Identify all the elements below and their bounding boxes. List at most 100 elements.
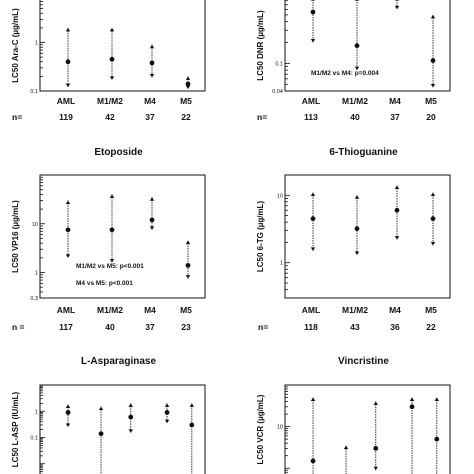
y-axis-label: LC50 DNR (µg/mL) [256,10,265,81]
chart-panel-2: 0.1 0.04 LC50 DNR (µg/mL) AML M1/M2 M4 M5 n= 113… [256,0,451,122]
range-low-marker [149,226,155,230]
data-point-group [65,404,71,428]
data-point-group [149,197,155,230]
range-high-marker [373,401,378,406]
n-count-label: 43 [350,322,360,332]
annotation: M4 vs M5: p<0.001 [76,280,133,287]
range-high-marker [128,403,133,407]
range-high-marker [310,0,316,1]
category-label: M5 [180,96,192,106]
median-point [354,226,360,232]
median-point [394,207,400,213]
median-point [185,81,191,87]
chart-panel-6: 10 LC50 VCR (µg/mL) Vincristine [256,356,451,474]
n-count-label: 42 [105,112,115,122]
y-axis-label: LC50 VP16 (µg/mL) [11,200,20,273]
range-high-marker [164,403,170,407]
category-label: M1/M2 [342,96,368,106]
data-point-group [343,445,349,474]
range-low-marker [109,259,115,263]
range-high-marker [109,27,115,32]
range-low-marker [164,419,170,424]
range-low-marker [65,254,71,258]
y-tick-label: 10 [277,425,283,431]
data-point-group [354,0,360,71]
n-count-label: 37 [145,112,155,122]
data-point-group [128,403,134,433]
range-high-marker [189,403,194,407]
data-point-group [394,0,400,10]
y-axis-label: LC50 6-TG (µg/mL) [256,201,265,273]
y-tick-label: 0.3 [30,296,38,302]
data-point-group [185,240,191,279]
data-point-group [434,397,440,474]
median-point [98,431,104,437]
data-point-group [310,0,316,43]
range-low-marker [149,73,155,78]
data-point-group [409,397,415,474]
range-high-marker [149,44,155,49]
category-label: M5 [425,305,437,315]
plot-frame [284,384,451,474]
y-tick-label: 0.1 [275,61,283,67]
median-point [185,262,191,268]
chart-title: L-Asparaginase [81,356,156,367]
median-point [373,445,379,451]
range-low-marker [354,66,360,71]
median-point [65,410,71,415]
range-high-marker [98,406,104,411]
n-prefix-label: n= [12,112,22,122]
n-count-label: 118 [304,322,318,332]
category-label: M1/M2 [97,96,123,106]
category-label: AML [302,305,320,315]
range-high-marker [394,185,400,189]
range-low-marker [430,242,436,246]
median-point [189,422,195,428]
data-point-group [185,76,191,89]
range-high-marker [109,194,115,198]
chart-panel-4: 10 1 LC50 6-TG (µg/mL) 6-Thioguanine AML M1/M… [256,147,451,332]
median-point [434,436,440,442]
y-axis-label: LC50 VCR (µg/mL) [256,394,265,464]
median-point [128,414,134,420]
data-point-group [189,403,195,474]
data-point-group [430,192,436,246]
y-axis-label: LC50 L-ASP (IU/mL) [11,391,20,467]
range-high-marker [354,0,360,1]
median-point [310,9,316,15]
y-tick-label: 1 [280,261,283,267]
data-point-group [65,27,71,88]
category-label: M5 [180,305,192,315]
annotation: M1/M2 vs M5: p<0.001 [76,263,144,270]
plot-frame [284,174,451,299]
chart-panel-3: 10 1 0.3 LC50 VP16 (µg/mL) Etoposide AML M1/M2… [11,147,206,332]
range-high-marker [65,404,71,409]
category-label: M4 [389,96,401,106]
range-high-marker [394,0,400,1]
category-label: AML [57,305,75,315]
data-point-group [164,403,170,424]
range-low-marker [65,423,71,428]
range-low-marker [430,83,436,88]
n-prefix-label: n= [257,112,267,122]
plot-frame [39,174,206,299]
data-point-group [430,14,436,88]
range-high-marker [310,192,316,197]
y-tick-label: 1 [35,41,38,47]
annotation: M1/M2 vs M4: p=0.004 [311,70,379,77]
chart-panel-5: 1 0.1 LC50 L-ASP (IU/mL) L-Asparaginase [11,356,206,474]
median-point [149,217,155,223]
chart-title: 6-Thioguanine [329,147,398,158]
n-count-label: 40 [105,322,115,332]
category-label: M1/M2 [97,305,123,315]
n-count-label: 37 [390,112,400,122]
median-point [310,458,316,464]
range-high-marker [185,240,191,245]
range-high-marker [430,14,436,19]
n-count-label: 22 [181,112,191,122]
n-count-label: 37 [145,322,155,332]
median-point [65,227,71,233]
median-point [430,58,436,63]
data-point-group [109,194,115,263]
median-point [109,56,115,62]
